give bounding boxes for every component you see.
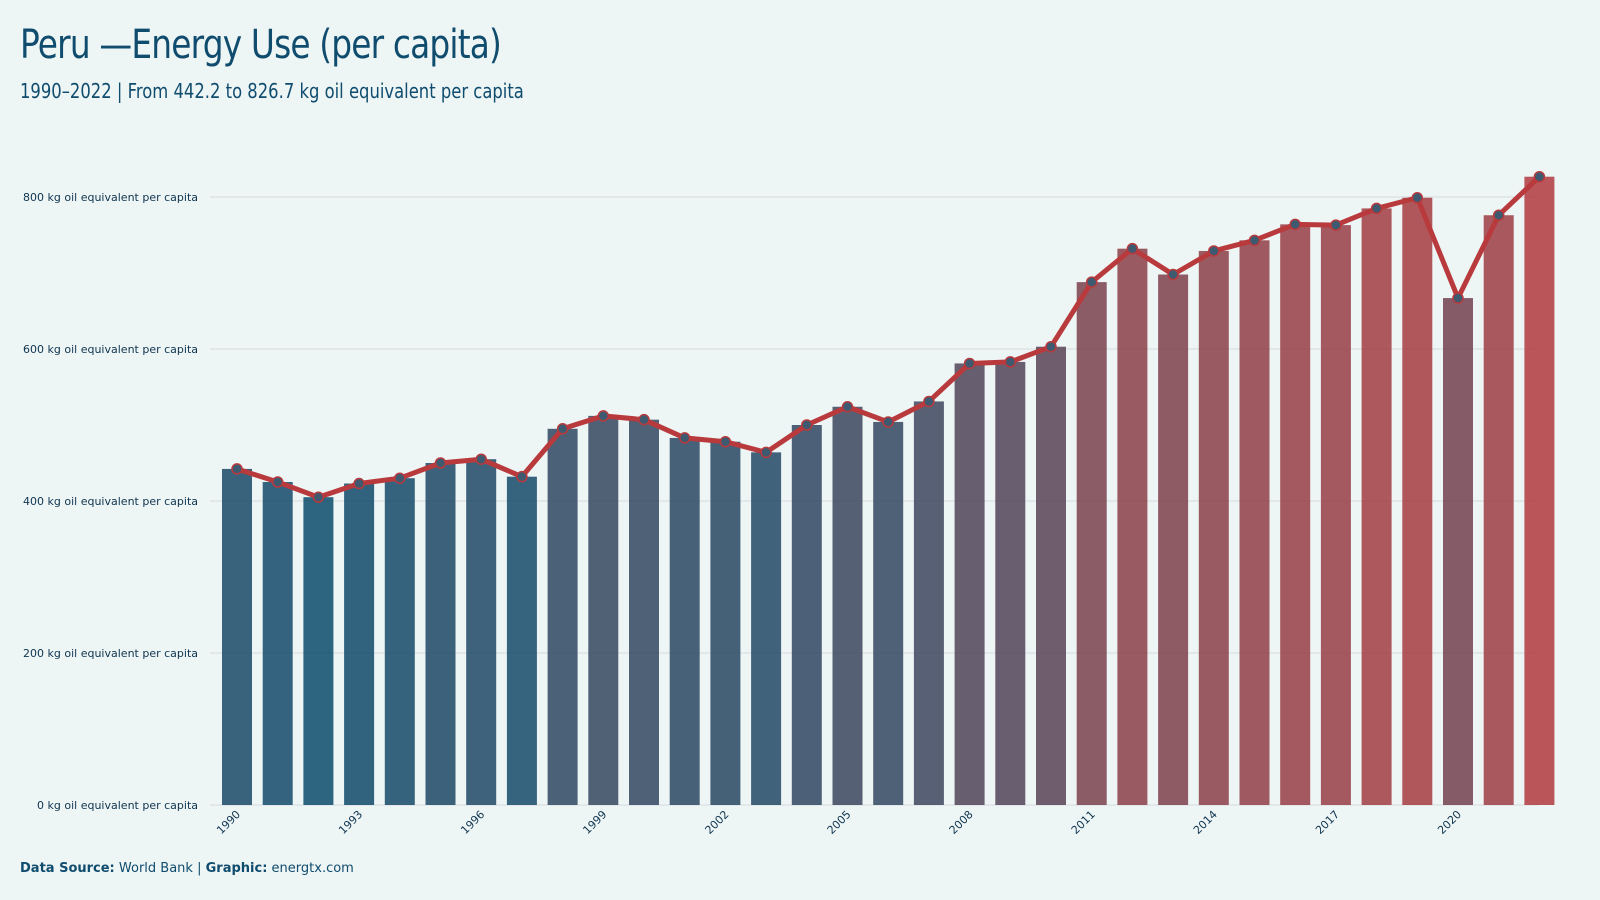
bar bbox=[710, 441, 741, 805]
source-label: Data Source: bbox=[20, 861, 115, 876]
data-point bbox=[312, 491, 325, 503]
data-point bbox=[556, 423, 569, 435]
x-tick-label: 1993 bbox=[336, 808, 365, 837]
bar bbox=[669, 437, 700, 805]
data-point bbox=[1370, 202, 1383, 215]
bar bbox=[1117, 248, 1148, 805]
data-point bbox=[678, 432, 691, 444]
data-point bbox=[597, 410, 610, 422]
data-point bbox=[801, 419, 813, 431]
bar bbox=[629, 419, 659, 805]
bar bbox=[384, 478, 415, 805]
data-point bbox=[719, 435, 732, 448]
data-point bbox=[434, 457, 447, 469]
y-tick-label: 0 kg oil equivalent per capita bbox=[37, 799, 198, 812]
bar bbox=[1158, 274, 1189, 805]
data-point bbox=[1289, 218, 1301, 231]
data-point bbox=[1330, 219, 1342, 231]
data-point bbox=[1085, 276, 1098, 288]
bar bbox=[262, 482, 293, 805]
x-tick-label: 2002 bbox=[703, 808, 732, 837]
bar bbox=[466, 459, 497, 805]
bar bbox=[588, 415, 619, 805]
x-tick-label: 1999 bbox=[580, 808, 609, 837]
data-point bbox=[1167, 268, 1179, 281]
bar bbox=[425, 463, 456, 805]
data-point bbox=[963, 357, 976, 370]
data-point bbox=[353, 477, 365, 490]
bar bbox=[954, 363, 985, 805]
x-tick-label: 2011 bbox=[1069, 808, 1098, 837]
bar bbox=[1443, 298, 1473, 805]
bar bbox=[873, 421, 904, 805]
data-point bbox=[394, 472, 406, 484]
bar bbox=[1483, 215, 1514, 806]
chart-title: Peru —Energy Use (per capita) bbox=[20, 22, 502, 68]
data-point bbox=[1126, 242, 1139, 255]
data-point bbox=[1452, 292, 1464, 304]
data-point bbox=[271, 476, 284, 488]
bar bbox=[832, 406, 863, 805]
data-point bbox=[638, 413, 650, 426]
footer-credits: Data Source: World Bank | Graphic: energ… bbox=[20, 861, 354, 876]
y-tick-label: 200 kg oil equivalent per capita bbox=[23, 647, 198, 660]
bar bbox=[1402, 197, 1433, 805]
bar bbox=[995, 361, 1026, 805]
data-point bbox=[1208, 245, 1220, 257]
bar bbox=[303, 497, 334, 805]
bar bbox=[1239, 240, 1270, 805]
data-point bbox=[1533, 170, 1546, 183]
bar bbox=[791, 425, 822, 805]
y-tick-label: 400 kg oil equivalent per capita bbox=[23, 495, 198, 508]
graphic-label: Graphic: bbox=[205, 861, 268, 876]
data-point bbox=[475, 453, 487, 465]
source-value: World Bank bbox=[118, 861, 193, 876]
x-tick-label: 2020 bbox=[1435, 808, 1464, 837]
footer-separator: | bbox=[197, 861, 202, 876]
data-point bbox=[516, 470, 528, 483]
data-point bbox=[882, 416, 894, 428]
bar bbox=[751, 452, 782, 805]
data-point bbox=[1004, 356, 1017, 368]
y-tick-label: 600 kg oil equivalent per capita bbox=[23, 343, 198, 356]
data-point bbox=[841, 401, 854, 413]
x-tick-label: 1996 bbox=[458, 808, 487, 837]
data-point bbox=[1492, 209, 1505, 221]
bar bbox=[222, 468, 252, 805]
data-point bbox=[231, 463, 243, 475]
bar bbox=[506, 476, 537, 805]
bar bbox=[1361, 208, 1392, 805]
bar bbox=[1280, 224, 1311, 806]
bar bbox=[1198, 250, 1229, 805]
x-tick-label: 2017 bbox=[1313, 808, 1342, 837]
data-point bbox=[923, 395, 935, 408]
y-tick-label: 800 kg oil equivalent per capita bbox=[23, 191, 198, 204]
data-point bbox=[1248, 234, 1261, 247]
bar bbox=[344, 483, 375, 805]
graphic-value: energtx.com bbox=[271, 861, 354, 876]
x-tick-label: 2014 bbox=[1191, 808, 1220, 837]
data-point bbox=[1411, 192, 1424, 204]
data-point bbox=[760, 446, 772, 459]
x-tick-label: 1990 bbox=[214, 808, 243, 837]
data-point bbox=[1045, 340, 1057, 353]
x-tick-label: 2005 bbox=[825, 808, 854, 837]
x-tick-label: 2008 bbox=[947, 808, 976, 837]
bar bbox=[913, 401, 944, 805]
bar bbox=[1076, 282, 1107, 805]
bar bbox=[547, 428, 578, 805]
bar bbox=[1524, 176, 1555, 805]
bar bbox=[1036, 346, 1066, 805]
chart-subtitle: 1990–2022 | From 442.2 to 826.7 kg oil e… bbox=[20, 79, 524, 103]
bar bbox=[1320, 225, 1351, 805]
